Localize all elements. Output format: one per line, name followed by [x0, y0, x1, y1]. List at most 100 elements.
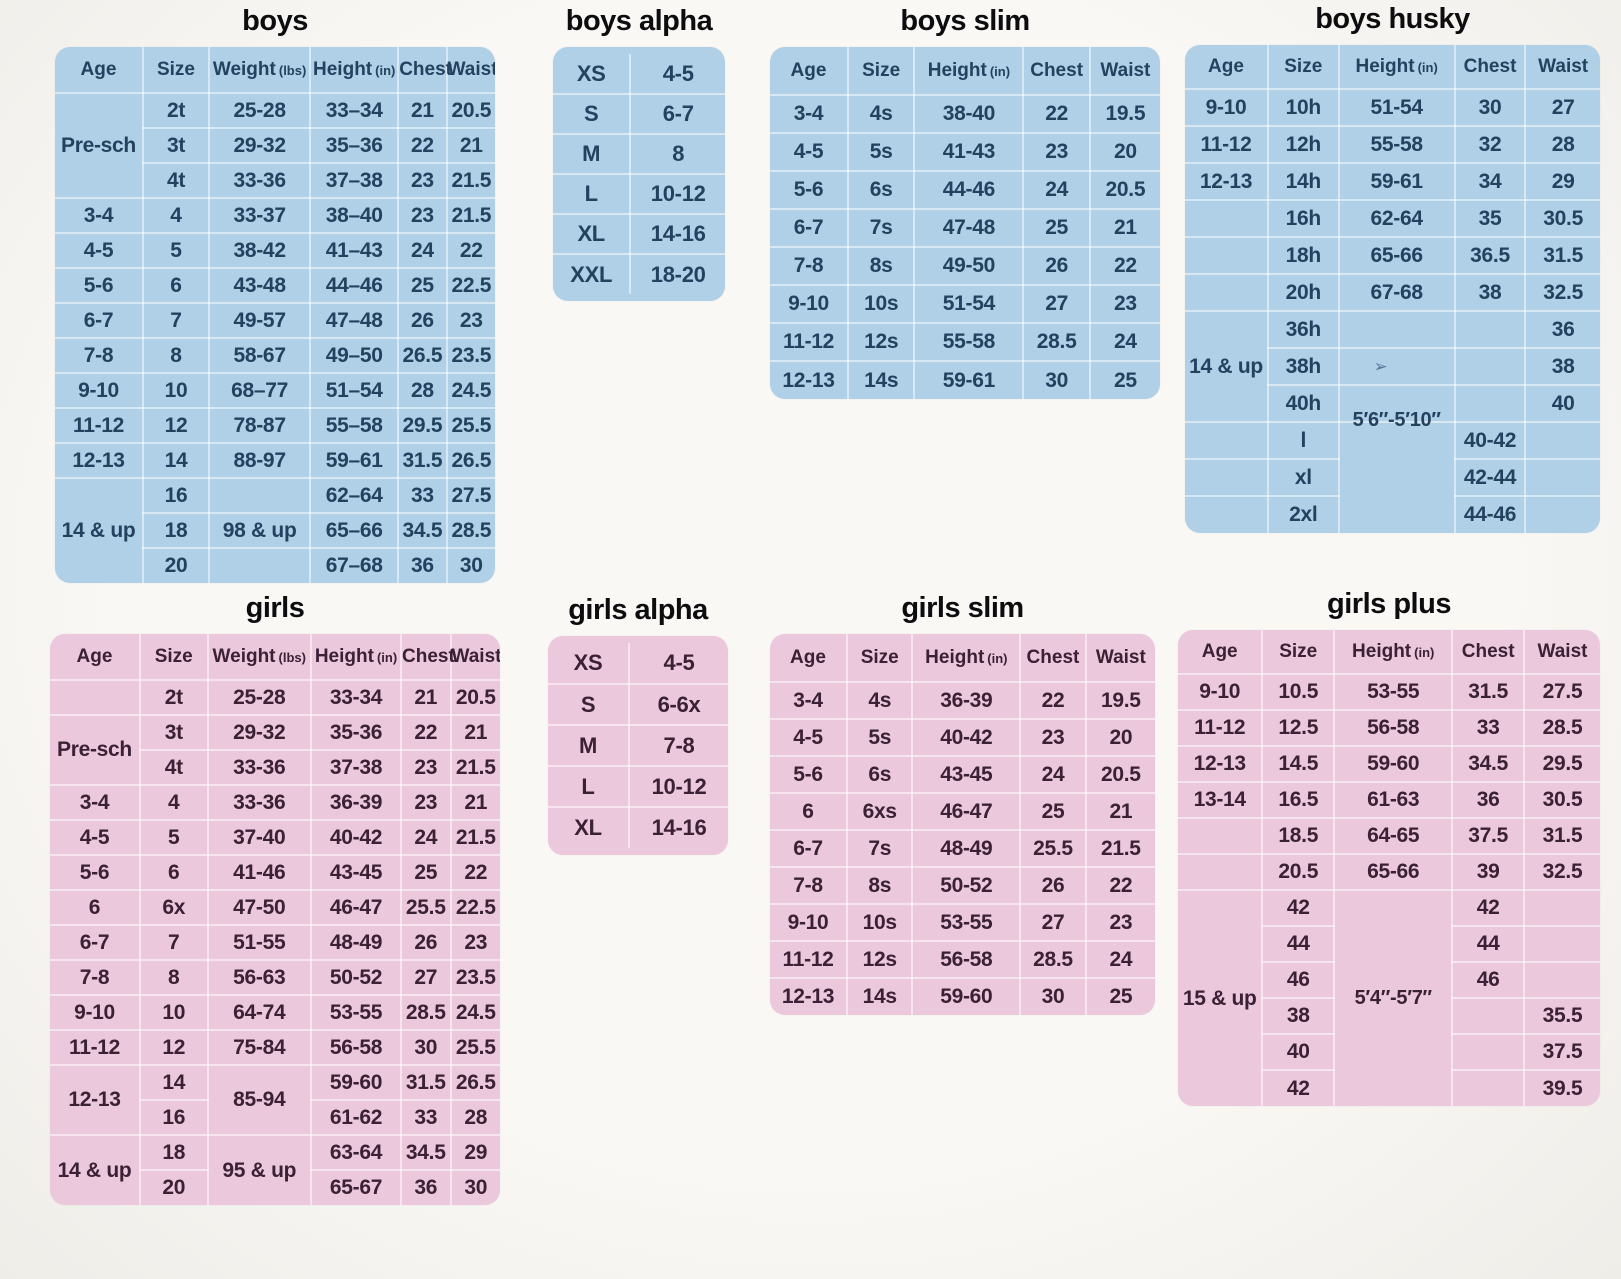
- table-row: 6 6x 47-50 46-47 25.5 22.5: [50, 889, 500, 926]
- table-cell: 31.5: [1524, 236, 1600, 275]
- table-cell: 10-12: [629, 173, 725, 215]
- column-header: Age: [50, 634, 141, 681]
- table-row: 9-10 10s 53-55 27 23: [770, 903, 1155, 942]
- table-cell: [1524, 421, 1600, 460]
- table-cell: 56-63: [206, 959, 312, 996]
- table-cell: 7-8: [628, 724, 728, 767]
- table-cell: 8s: [846, 246, 916, 286]
- section-boys: boys Age Size Weight (lbs) Height (in) Chest Wa…: [55, 5, 495, 583]
- table-cell: 5: [142, 232, 210, 269]
- table-cell: 20: [139, 1169, 209, 1205]
- table-cell: 33-34: [310, 679, 402, 716]
- table-cell: 4t: [142, 162, 210, 199]
- table-cell: 2t: [142, 92, 210, 129]
- table-row: XXL 18-20: [553, 253, 725, 295]
- table-cell: 51–54: [309, 372, 400, 409]
- section-girls-plus: girls plus Age Size Height (in) Chest Waist 9-…: [1178, 588, 1600, 1106]
- table-cell: 49-50: [913, 246, 1025, 286]
- table-row: 16h 62-64 35 30.5: [1185, 199, 1600, 238]
- table-cell: ➢: [1337, 347, 1456, 386]
- table-cell: 38-40: [913, 94, 1025, 134]
- table-cell: 28.5: [445, 512, 495, 549]
- table-cell: 6-7: [770, 829, 848, 868]
- table-cell: 24: [1088, 322, 1160, 362]
- table-cell: 6s: [846, 170, 916, 210]
- table-cell: 25: [1019, 792, 1087, 831]
- column-header: Size: [1267, 45, 1340, 90]
- table-cell: 14: [142, 442, 210, 479]
- table-cell: 3-4: [770, 94, 849, 134]
- table-row: 14 & up 16 62–64 33 27.5: [55, 477, 495, 583]
- table-row: 20 65-67 36 30: [50, 1169, 500, 1205]
- table-cell: S: [553, 93, 632, 135]
- table-cell: 5′4″-5′7″: [1333, 889, 1454, 1106]
- table-cell: 25.5: [1019, 829, 1087, 868]
- table-cell: 3-4: [50, 784, 141, 821]
- table-cell: 47-50: [206, 889, 312, 926]
- table-cell: 8: [139, 959, 209, 996]
- table-row: 2t 25-28 33-34 21 20.5: [50, 679, 500, 716]
- table-cell: 95 & up: [206, 1134, 312, 1205]
- table-cell: 55–58: [309, 407, 400, 444]
- table-cell: 10: [142, 372, 210, 409]
- table-cell: 4t: [139, 749, 209, 786]
- table-cell: 53-55: [911, 903, 1022, 942]
- table-row: XS 4-5: [548, 642, 728, 685]
- table-cell: 12-13: [770, 977, 848, 1015]
- table-row: xl 42-44: [1185, 458, 1600, 497]
- table-row: 6-7 7s 48-49 25.5 21.5: [770, 829, 1155, 868]
- table-row: 3t 29-32 35–36 22 21: [55, 127, 495, 164]
- girls-slim-title: girls slim: [901, 592, 1024, 624]
- column-header: Size: [1261, 630, 1336, 675]
- table-cell: [1185, 421, 1269, 460]
- table-cell: 37.5: [1451, 817, 1526, 855]
- table-cell: 27.5: [1523, 673, 1600, 711]
- table-cell: M: [548, 724, 630, 767]
- table-cell: 25: [397, 267, 448, 304]
- table-cell: 6x: [139, 889, 209, 926]
- table-cell: 18: [142, 512, 210, 549]
- table-row: 18 98 & up 65–66 34.5 28.5: [55, 512, 495, 549]
- table-cell: 23: [1022, 132, 1091, 172]
- table-cell: 78-87: [207, 407, 312, 444]
- table-cell: 65-67: [310, 1169, 402, 1205]
- section-girls-slim: girls slim Age Size Height (in) Chest Waist 3-…: [770, 592, 1155, 1015]
- table-cell: 9-10: [770, 903, 848, 942]
- girls-table: Age Size Weight (lbs) Height (in) Chest Waist 2t…: [50, 634, 500, 1205]
- table-cell: l: [1267, 421, 1340, 460]
- table-cell: 30.5: [1523, 781, 1600, 819]
- table-cell: 59-61: [913, 360, 1025, 399]
- column-header: Weight (lbs): [207, 47, 312, 94]
- table-cell: 35-36: [310, 714, 402, 751]
- table-row: 9-10 10s 51-54 27 23: [770, 284, 1160, 324]
- table-row: 2xl 44-46: [1185, 495, 1600, 533]
- table-cell: 23: [397, 162, 448, 199]
- table-cell: 25: [1088, 360, 1160, 399]
- table-cell: 33-37: [207, 197, 312, 234]
- table-cell: 21: [400, 679, 452, 716]
- table-row: 3-4 4 33-37 38–40 23 21.5: [55, 197, 495, 234]
- table-cell: 4-5: [628, 642, 728, 685]
- table-cell: 46-47: [310, 889, 402, 926]
- table-cell: L: [548, 765, 630, 808]
- table-cell: 38: [1453, 273, 1527, 312]
- column-header: Waist: [445, 47, 495, 94]
- table-cell: 21: [1084, 792, 1155, 831]
- table-cell: 22: [1088, 246, 1160, 286]
- table-cell: 20.5: [1261, 853, 1336, 891]
- table-cell: 23: [400, 784, 452, 821]
- girls-slim-table: Age Size Height (in) Chest Waist 3-4 4s 36-39 22 1…: [770, 634, 1155, 1015]
- table-cell: 4s: [846, 94, 916, 134]
- table-cell: 12s: [845, 940, 914, 979]
- table-cell: XL: [548, 806, 630, 849]
- column-header: Age: [1185, 45, 1269, 90]
- table-cell: 19.5: [1084, 681, 1155, 720]
- table-cell: 40: [1261, 1033, 1336, 1071]
- table-cell: 20: [1084, 718, 1155, 757]
- table-cell: 38: [1261, 997, 1336, 1035]
- table-row: 40h 40: [1185, 384, 1600, 423]
- table-cell: 40-42: [1453, 421, 1527, 460]
- table-cell: 14: [139, 1064, 209, 1101]
- table-cell: 30: [445, 547, 495, 583]
- table-cell: 3t: [139, 714, 209, 751]
